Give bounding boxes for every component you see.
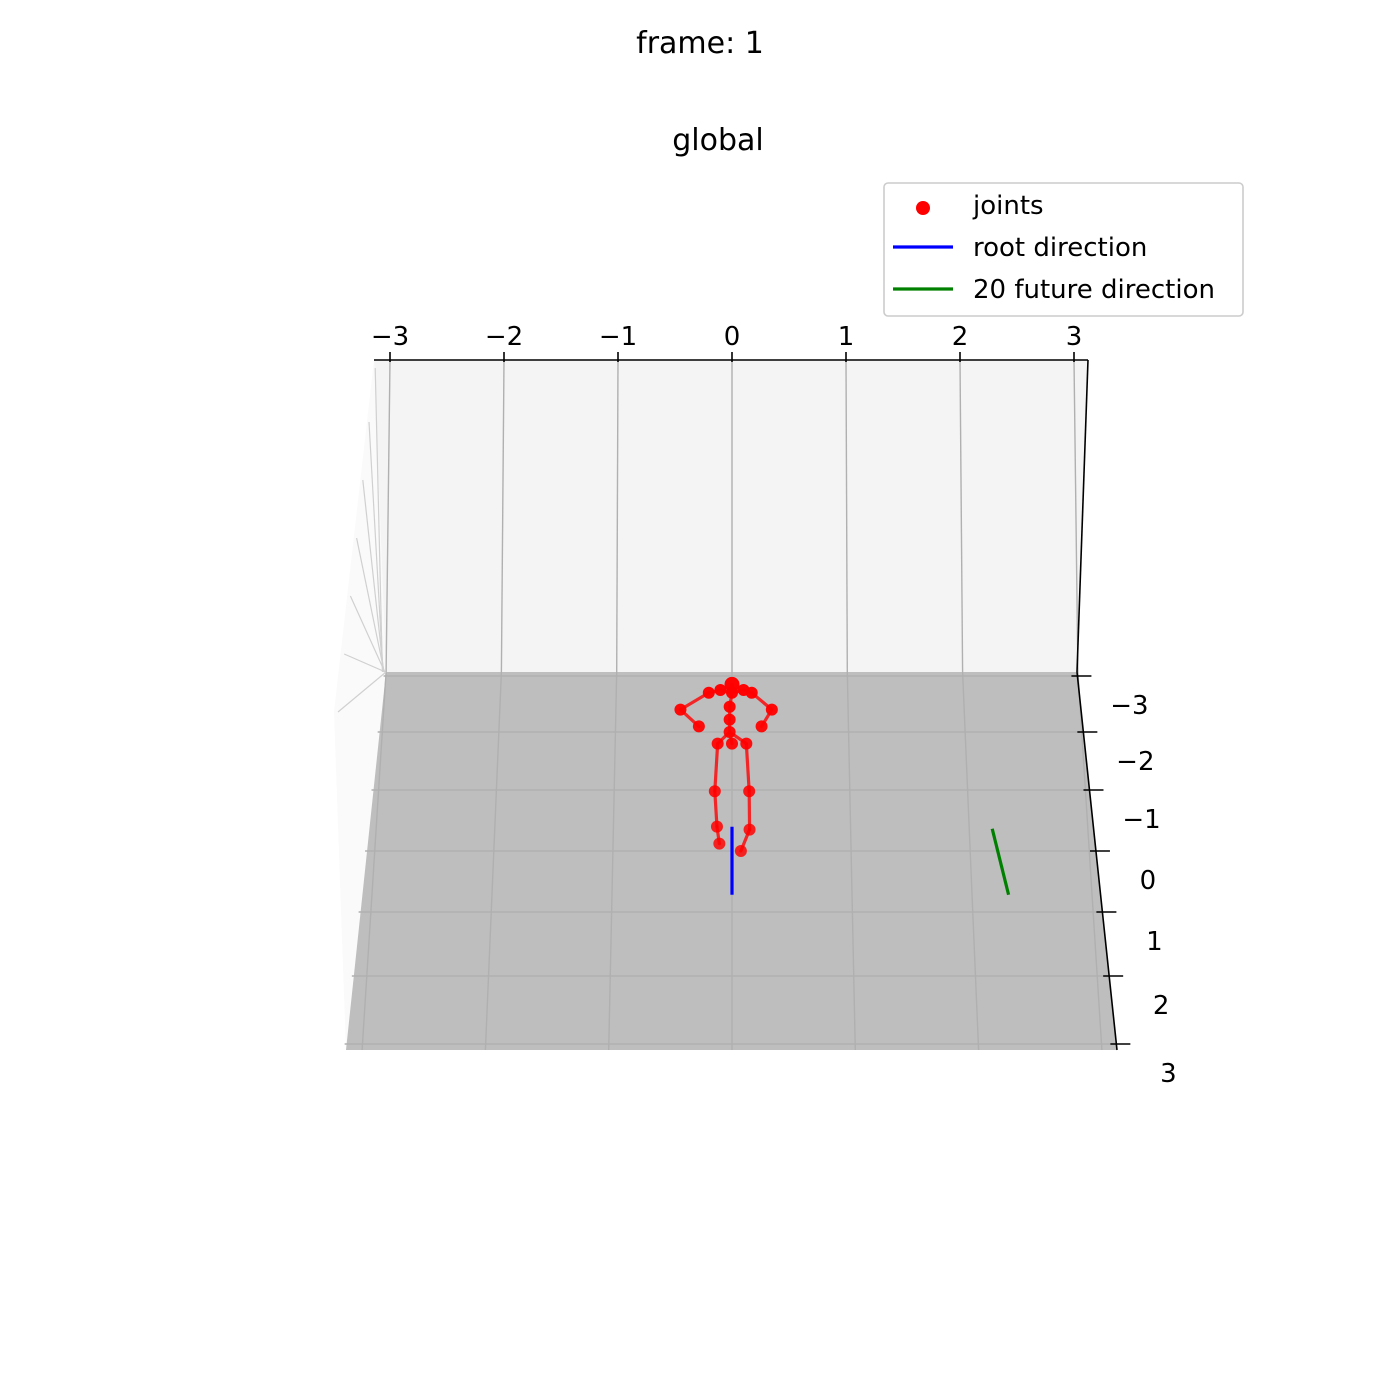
joint-point (745, 686, 758, 699)
y-tick-label: 1 (1146, 927, 1163, 957)
grid-line-wall (349, 595, 386, 673)
back-right-edge (1076, 359, 1089, 673)
legend-label-root-direction: root direction (973, 233, 1147, 263)
grid-line-back-x (959, 359, 964, 673)
skeleton-bone (713, 741, 720, 793)
joint-point (710, 820, 723, 833)
y-tick-label: 0 (1140, 866, 1157, 896)
grid-line-back-x (385, 359, 391, 673)
x-tick-label: 1 (838, 322, 855, 352)
x-tick-label: 0 (724, 322, 741, 352)
grid-line-floor-x (1077, 671, 1103, 1051)
grid-line-wall (343, 653, 386, 673)
grid-line-back-x (616, 359, 619, 673)
axes-3d: −3 −2 −1 0 1 2 3 −3 −2 −1 0 1 2 3 (334, 322, 1177, 1089)
back-wall (374, 360, 1088, 672)
figure-suptitle: frame: 1 (636, 26, 764, 61)
grid-line-wall (374, 367, 383, 673)
joint-point (713, 837, 726, 850)
legend: joints root direction 20 future directio… (883, 182, 1244, 317)
joint-point (714, 684, 727, 696)
joint-point (734, 845, 747, 857)
x-ticks: −3 −2 −1 0 1 2 3 (371, 322, 1082, 362)
joint-point (743, 785, 756, 798)
grid-line-floor-x (608, 671, 618, 1051)
y-ticks: −3 −2 −1 0 1 2 3 (1071, 675, 1177, 1089)
joint-point (702, 686, 715, 699)
left-wall (334, 360, 386, 1050)
grid-line-wall (337, 671, 387, 713)
grid-line-floor-x (484, 671, 503, 1051)
legend-label-joints: joints (972, 191, 1044, 221)
grid-line-wall (362, 479, 385, 673)
skeleton-joints (674, 676, 778, 857)
legend-joints-marker (916, 201, 930, 215)
future-direction-line (990, 828, 1011, 896)
joint-point (740, 737, 753, 750)
joint-point (743, 823, 756, 836)
legend-frame (883, 182, 1244, 317)
y-tick-label: −3 (1110, 691, 1148, 721)
grid-line-floor-x (361, 671, 387, 1051)
joint-point (674, 703, 687, 716)
x-tick-label: 2 (952, 322, 969, 352)
x-tick-label: −3 (371, 322, 409, 352)
joint-point (726, 686, 738, 699)
x-tick-label: −1 (599, 322, 637, 352)
grid-line-wall (356, 537, 385, 673)
joint-point (692, 720, 705, 733)
grid-line-back-x (845, 359, 848, 673)
x-tick-label: −2 (485, 322, 523, 352)
axes-title: global (672, 123, 764, 158)
joint-point (755, 720, 768, 733)
grid-line-wall (368, 421, 384, 673)
joint-point (711, 737, 724, 750)
y-tick-label: 3 (1160, 1059, 1177, 1089)
y-tick-label: −1 (1122, 805, 1160, 835)
legend-label-future-direction: 20 future direction (973, 275, 1215, 305)
joint-point (723, 700, 736, 713)
grid-line-floor-x (961, 671, 980, 1051)
grid-line-floor-x (846, 671, 856, 1051)
joint-point (765, 703, 778, 716)
grid-line-back-x (500, 359, 505, 673)
joint-point (726, 737, 738, 750)
y-axis-line (1076, 671, 1118, 1051)
y-tick-label: 2 (1153, 991, 1170, 1021)
grid-line-back-x (1073, 359, 1079, 673)
y-tick-label: −2 (1116, 747, 1154, 777)
joint-point (708, 785, 721, 798)
joint-point (723, 713, 736, 726)
skeleton-bone (744, 741, 751, 793)
x-tick-label: 3 (1066, 322, 1083, 352)
joint-point (723, 726, 736, 738)
